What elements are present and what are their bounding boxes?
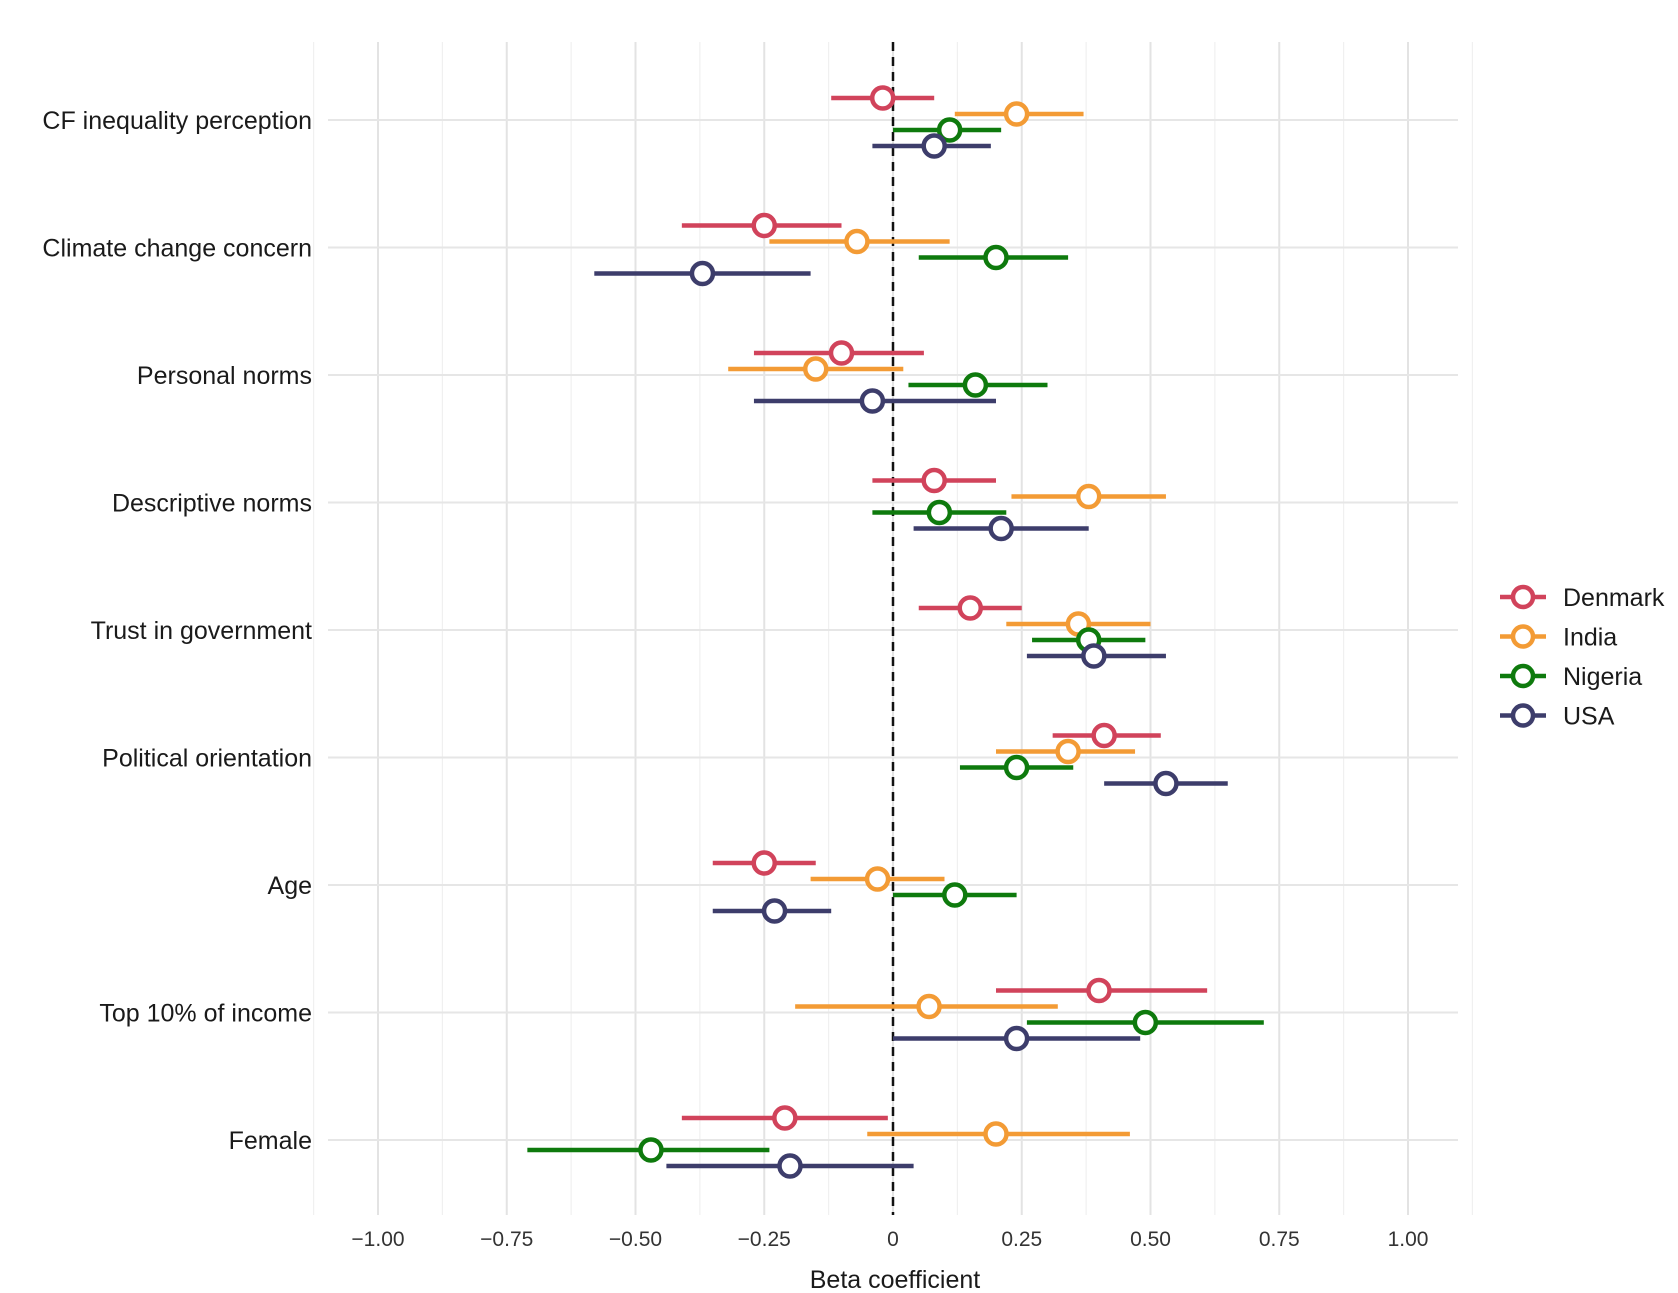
point-india (803, 356, 829, 382)
point-nigeria (942, 882, 968, 908)
x-tick-labels: −1.00 −0.75 −0.50 −0.25 0 0.25 0.50 0.75 1.00 (351, 1228, 1428, 1251)
category-label: Female (229, 1127, 312, 1155)
legend-label-india: India (1563, 624, 1617, 652)
category-label: CF inequality perception (42, 107, 312, 135)
point-usa (1081, 643, 1107, 669)
point-india (1003, 101, 1030, 127)
x-tick-label: 1.00 (1388, 1228, 1429, 1251)
point-usa (1003, 1025, 1030, 1052)
category-label: Political orientation (102, 745, 312, 773)
point-denmark (957, 595, 983, 621)
category-label: Top 10% of income (99, 1000, 312, 1028)
point-india (983, 1121, 1009, 1147)
x-tick-label: 0 (887, 1228, 899, 1251)
x-tick-label: −0.75 (480, 1228, 533, 1251)
point-usa (859, 388, 886, 414)
point-denmark (751, 212, 777, 239)
point-nigeria (1003, 754, 1030, 781)
x-tick-label: −0.25 (738, 1228, 791, 1251)
point-denmark (828, 340, 855, 366)
point-nigeria (983, 244, 1009, 271)
point-denmark (1091, 722, 1117, 749)
point-usa (988, 515, 1014, 542)
legend-key-point-usa (1510, 703, 1536, 728)
category-labels: CF inequality perception Climate change c… (42, 107, 312, 1155)
point-usa (689, 260, 716, 287)
category-label: Personal norms (137, 362, 312, 390)
category-label: Trust in government (91, 617, 312, 645)
x-axis-title: Beta coefficient (810, 1266, 981, 1293)
point-nigeria (962, 372, 989, 398)
legend-key-point-nigeria (1510, 663, 1536, 689)
x-tick-label: −1.00 (351, 1228, 404, 1251)
category-label: Age (268, 872, 312, 900)
point-india (844, 228, 870, 255)
legend-label-usa: USA (1563, 703, 1615, 731)
point-india (1055, 738, 1081, 765)
legend: Denmark India Nigeria USA (1500, 584, 1665, 731)
point-usa (777, 1153, 803, 1179)
point-denmark (1086, 977, 1112, 1004)
legend-key-point-denmark (1510, 584, 1536, 610)
point-usa (761, 898, 788, 924)
point-nigeria (936, 117, 963, 143)
category-label: Climate change concern (42, 235, 312, 263)
point-india (864, 866, 891, 892)
legend-label-nigeria: Nigeria (1563, 663, 1642, 691)
point-denmark (772, 1105, 798, 1131)
point-denmark (751, 850, 777, 876)
x-tick-label: −0.50 (609, 1228, 662, 1251)
grid (313, 42, 1473, 1215)
point-india (1075, 483, 1102, 510)
point-denmark (921, 467, 947, 494)
legend-key-point-india (1510, 624, 1536, 649)
x-tick-label: 0.50 (1130, 1228, 1171, 1251)
data-marks (527, 85, 1264, 1179)
point-india (916, 993, 942, 1020)
x-tick-label: 0.25 (1001, 1228, 1042, 1251)
point-nigeria (926, 499, 953, 526)
point-nigeria (638, 1137, 664, 1163)
legend-label-denmark: Denmark (1563, 584, 1665, 612)
x-tick-label: 0.75 (1259, 1228, 1300, 1251)
category-label: Descriptive norms (112, 490, 312, 518)
point-usa (1153, 770, 1179, 797)
point-usa (921, 133, 947, 159)
point-nigeria (1132, 1009, 1159, 1036)
point-denmark (869, 85, 896, 111)
